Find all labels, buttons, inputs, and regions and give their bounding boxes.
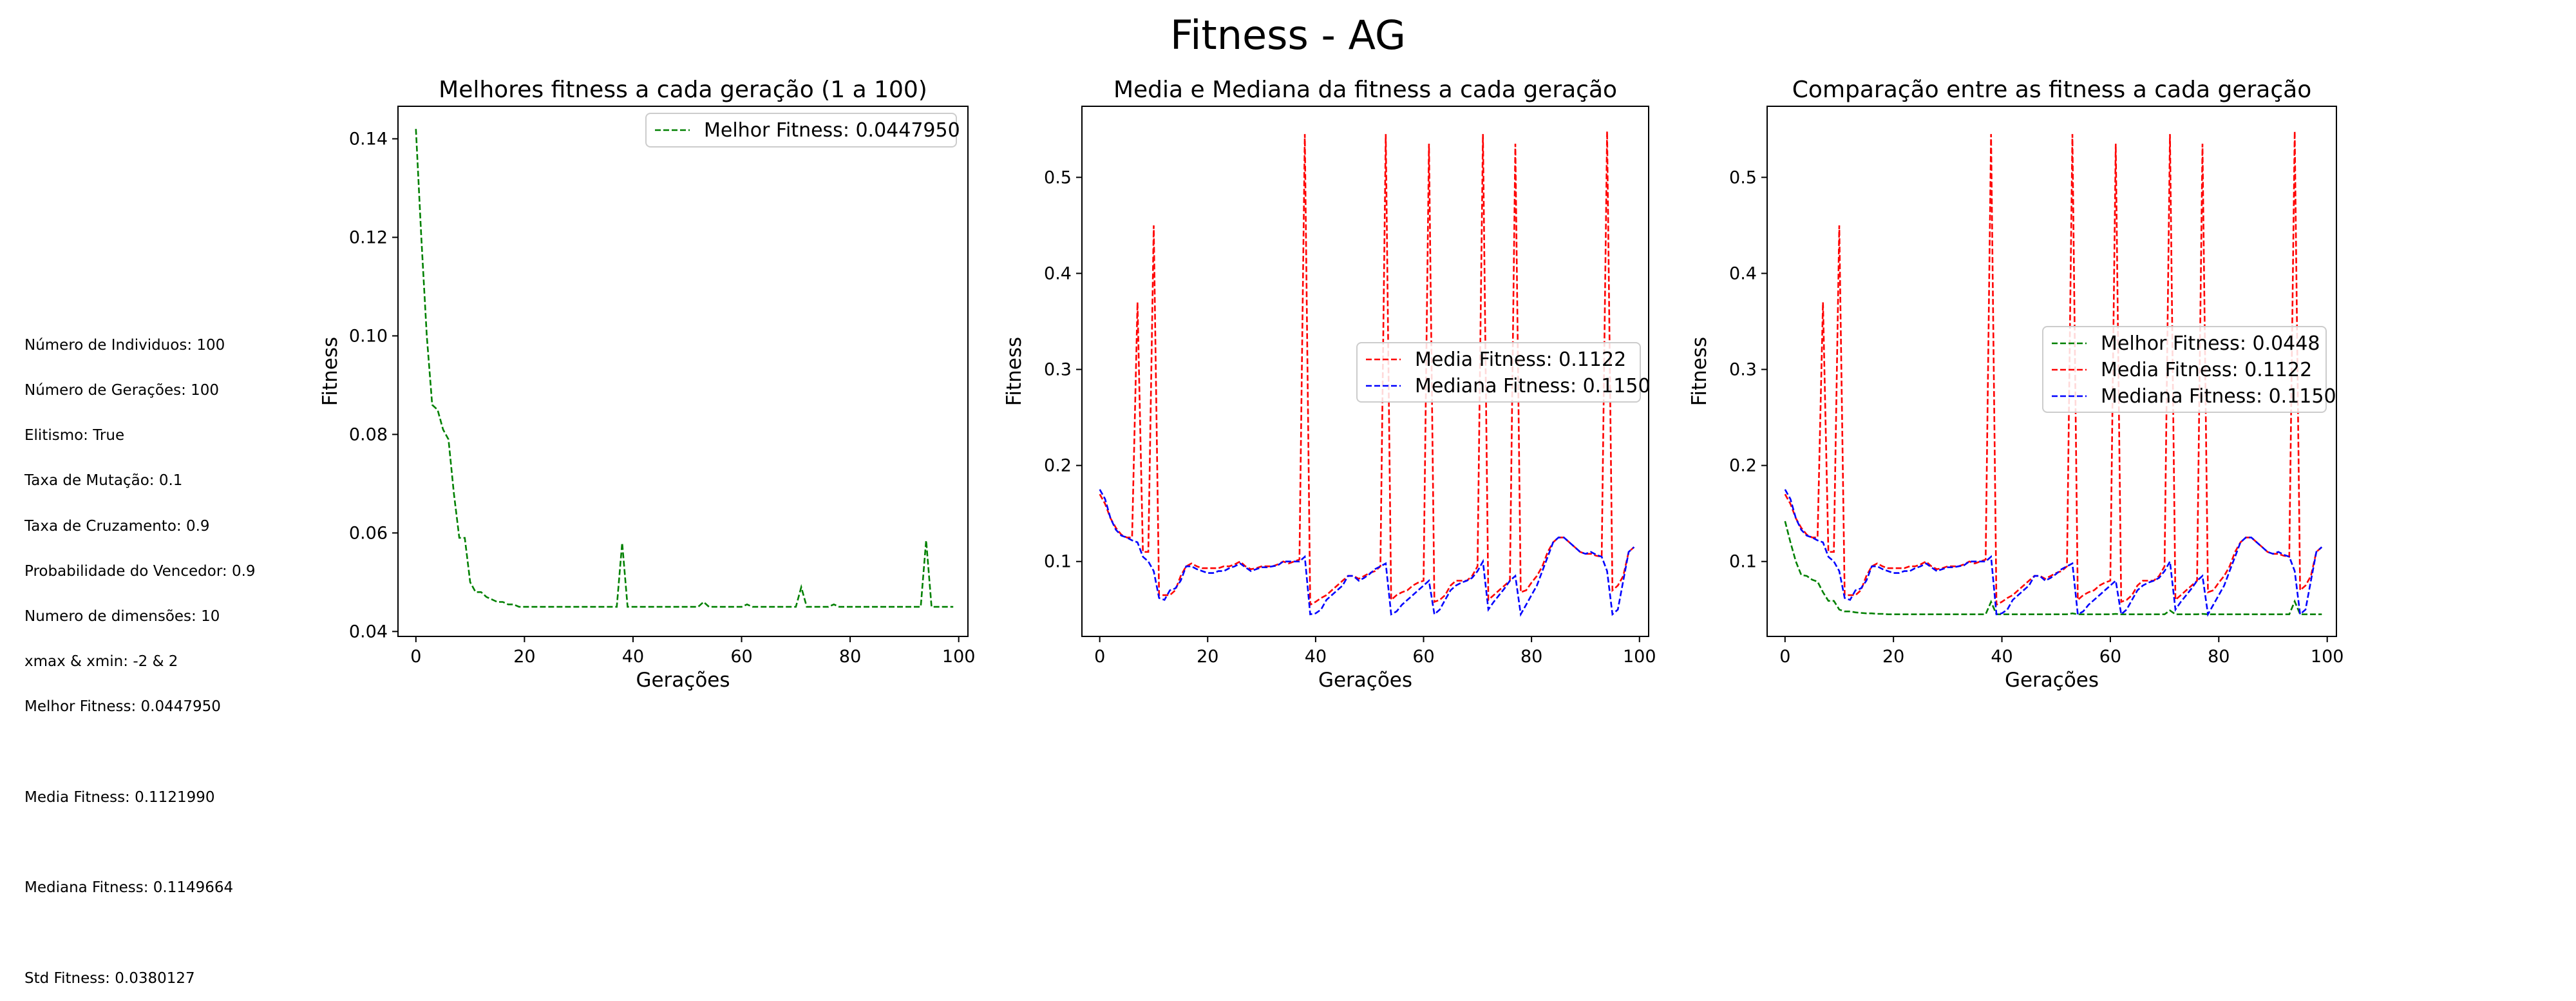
x-tick-label: 80 — [839, 647, 861, 667]
y-tick-label: 0.5 — [1044, 167, 1072, 187]
x-tick-label: 40 — [1991, 647, 2012, 667]
x-tick-label: 40 — [622, 647, 644, 667]
info-spacer — [24, 835, 256, 850]
info-geracoes: Número de Gerações: 100 — [24, 382, 220, 399]
info-vencedor: Probabilidade do Vencedor: 0.9 — [24, 562, 256, 580]
series-line-mean — [1099, 131, 1635, 606]
info-individuos: Número de Individuos: 100 — [24, 336, 225, 354]
info-spacer — [24, 926, 256, 940]
chart-title: Media e Mediana da fitness a cada geraçã… — [1113, 77, 1617, 103]
y-tick-label: 0.14 — [349, 129, 388, 149]
x-tick-label: 60 — [1412, 647, 1434, 667]
x-tick-label: 20 — [513, 647, 535, 667]
y-tick-label: 0.10 — [349, 326, 388, 346]
y-tick-label: 0.4 — [1044, 263, 1072, 283]
y-tick-label: 0.1 — [1044, 552, 1072, 572]
x-axis-label: Gerações — [1318, 669, 1412, 692]
legend-entry: Mediana Fitness: 0.1150 — [2101, 385, 2336, 408]
series-line-best — [415, 129, 954, 608]
y-tick-label: 0.1 — [1729, 552, 1757, 572]
y-tick-label: 0.3 — [1044, 360, 1072, 380]
legend-entry: Melhor Fitness: 0.0447950 — [704, 119, 960, 142]
x-tick-label: 80 — [1520, 647, 1542, 667]
chart-title: Melhores fitness a cada geração (1 a 100… — [439, 77, 927, 103]
plot-frame — [1081, 106, 1649, 637]
legend: Melhor Fitness: 0.0447950 — [645, 113, 960, 148]
y-tick-label: 0.3 — [1729, 360, 1757, 380]
x-tick-label: 60 — [730, 647, 752, 667]
x-tick-label: 60 — [2099, 647, 2121, 667]
x-axis-label: Gerações — [2005, 669, 2099, 692]
legend-box — [645, 113, 957, 148]
plot-frame — [397, 106, 969, 637]
x-tick-label: 80 — [2208, 647, 2230, 667]
info-spacer — [24, 745, 256, 760]
chart-1: Melhores fitness a cada geração (1 a 100… — [319, 77, 975, 692]
y-tick-label: 0.5 — [1729, 167, 1757, 187]
x-tick-label: 0 — [410, 647, 421, 667]
x-tick-label: 20 — [1882, 647, 1904, 667]
legend: Media Fitness: 0.1122 Mediana Fitness: 0.… — [1356, 342, 1651, 403]
chart-3: Comparação entre as fitness a cada geraç… — [1688, 77, 2344, 692]
series-line-median — [1784, 489, 2323, 617]
info-cruzamento: Taxa de Cruzamento: 0.9 — [24, 517, 210, 535]
info-limites: xmax & xmin: -2 & 2 — [24, 653, 178, 671]
y-tick-label: 0.04 — [349, 622, 388, 642]
y-axis-label: Fitness — [319, 337, 342, 406]
y-axis-label: Fitness — [1003, 337, 1026, 406]
x-tick-label: 20 — [1197, 647, 1218, 667]
info-mutacao: Taxa de Mutação: 0.1 — [24, 472, 183, 490]
legend-entry: Media Fitness: 0.1122 — [1415, 348, 1626, 371]
figure-title: Fitness - AG — [1170, 12, 1406, 59]
legend-entry: Media Fitness: 0.1122 — [2101, 359, 2312, 381]
plot-frame — [1766, 106, 2337, 637]
chart-title: Comparação entre as fitness a cada geraç… — [1792, 77, 2311, 103]
x-tick-label: 100 — [942, 647, 976, 667]
series-line-best — [1784, 520, 2322, 616]
x-tick-label: 100 — [2311, 647, 2344, 667]
x-tick-label: 40 — [1305, 647, 1327, 667]
y-tick-label: 0.4 — [1729, 263, 1757, 283]
y-axis-label: Fitness — [1688, 337, 1711, 406]
series-line-median — [1099, 489, 1635, 617]
x-tick-label: 100 — [1623, 647, 1656, 667]
info-std: Std Fitness: 0.0380127 — [24, 969, 195, 987]
chart-2: Media e Mediana da fitness a cada geraçã… — [1003, 77, 1656, 692]
y-tick-label: 0.12 — [349, 227, 388, 247]
y-tick-label: 0.08 — [349, 424, 388, 444]
info-dimensoes: Numero de dimensões: 10 — [24, 608, 220, 625]
series-line-mean — [1784, 131, 2323, 606]
legend-box — [1356, 342, 1641, 403]
info-media: Media Fitness: 0.1121990 — [24, 788, 215, 806]
info-elitismo: Elitismo: True — [24, 427, 125, 444]
y-tick-label: 0.2 — [1044, 456, 1072, 476]
x-axis-label: Gerações — [636, 669, 730, 692]
info-mediana: Mediana Fitness: 0.1149664 — [24, 879, 234, 897]
legend-entry: Mediana Fitness: 0.1150 — [1415, 375, 1651, 397]
legend-entry: Melhor Fitness: 0.0448 — [2101, 332, 2320, 355]
x-tick-label: 0 — [1779, 647, 1790, 667]
legend: Melhor Fitness: 0.0448 Media Fitness: 0.1… — [2042, 326, 2336, 413]
y-tick-label: 0.06 — [349, 523, 388, 543]
legend-box — [2042, 326, 2327, 413]
x-tick-label: 0 — [1094, 647, 1105, 667]
charts-canvas: Melhores fitness a cada geração (1 a 100… — [319, 77, 2344, 692]
y-tick-label: 0.2 — [1729, 456, 1757, 476]
